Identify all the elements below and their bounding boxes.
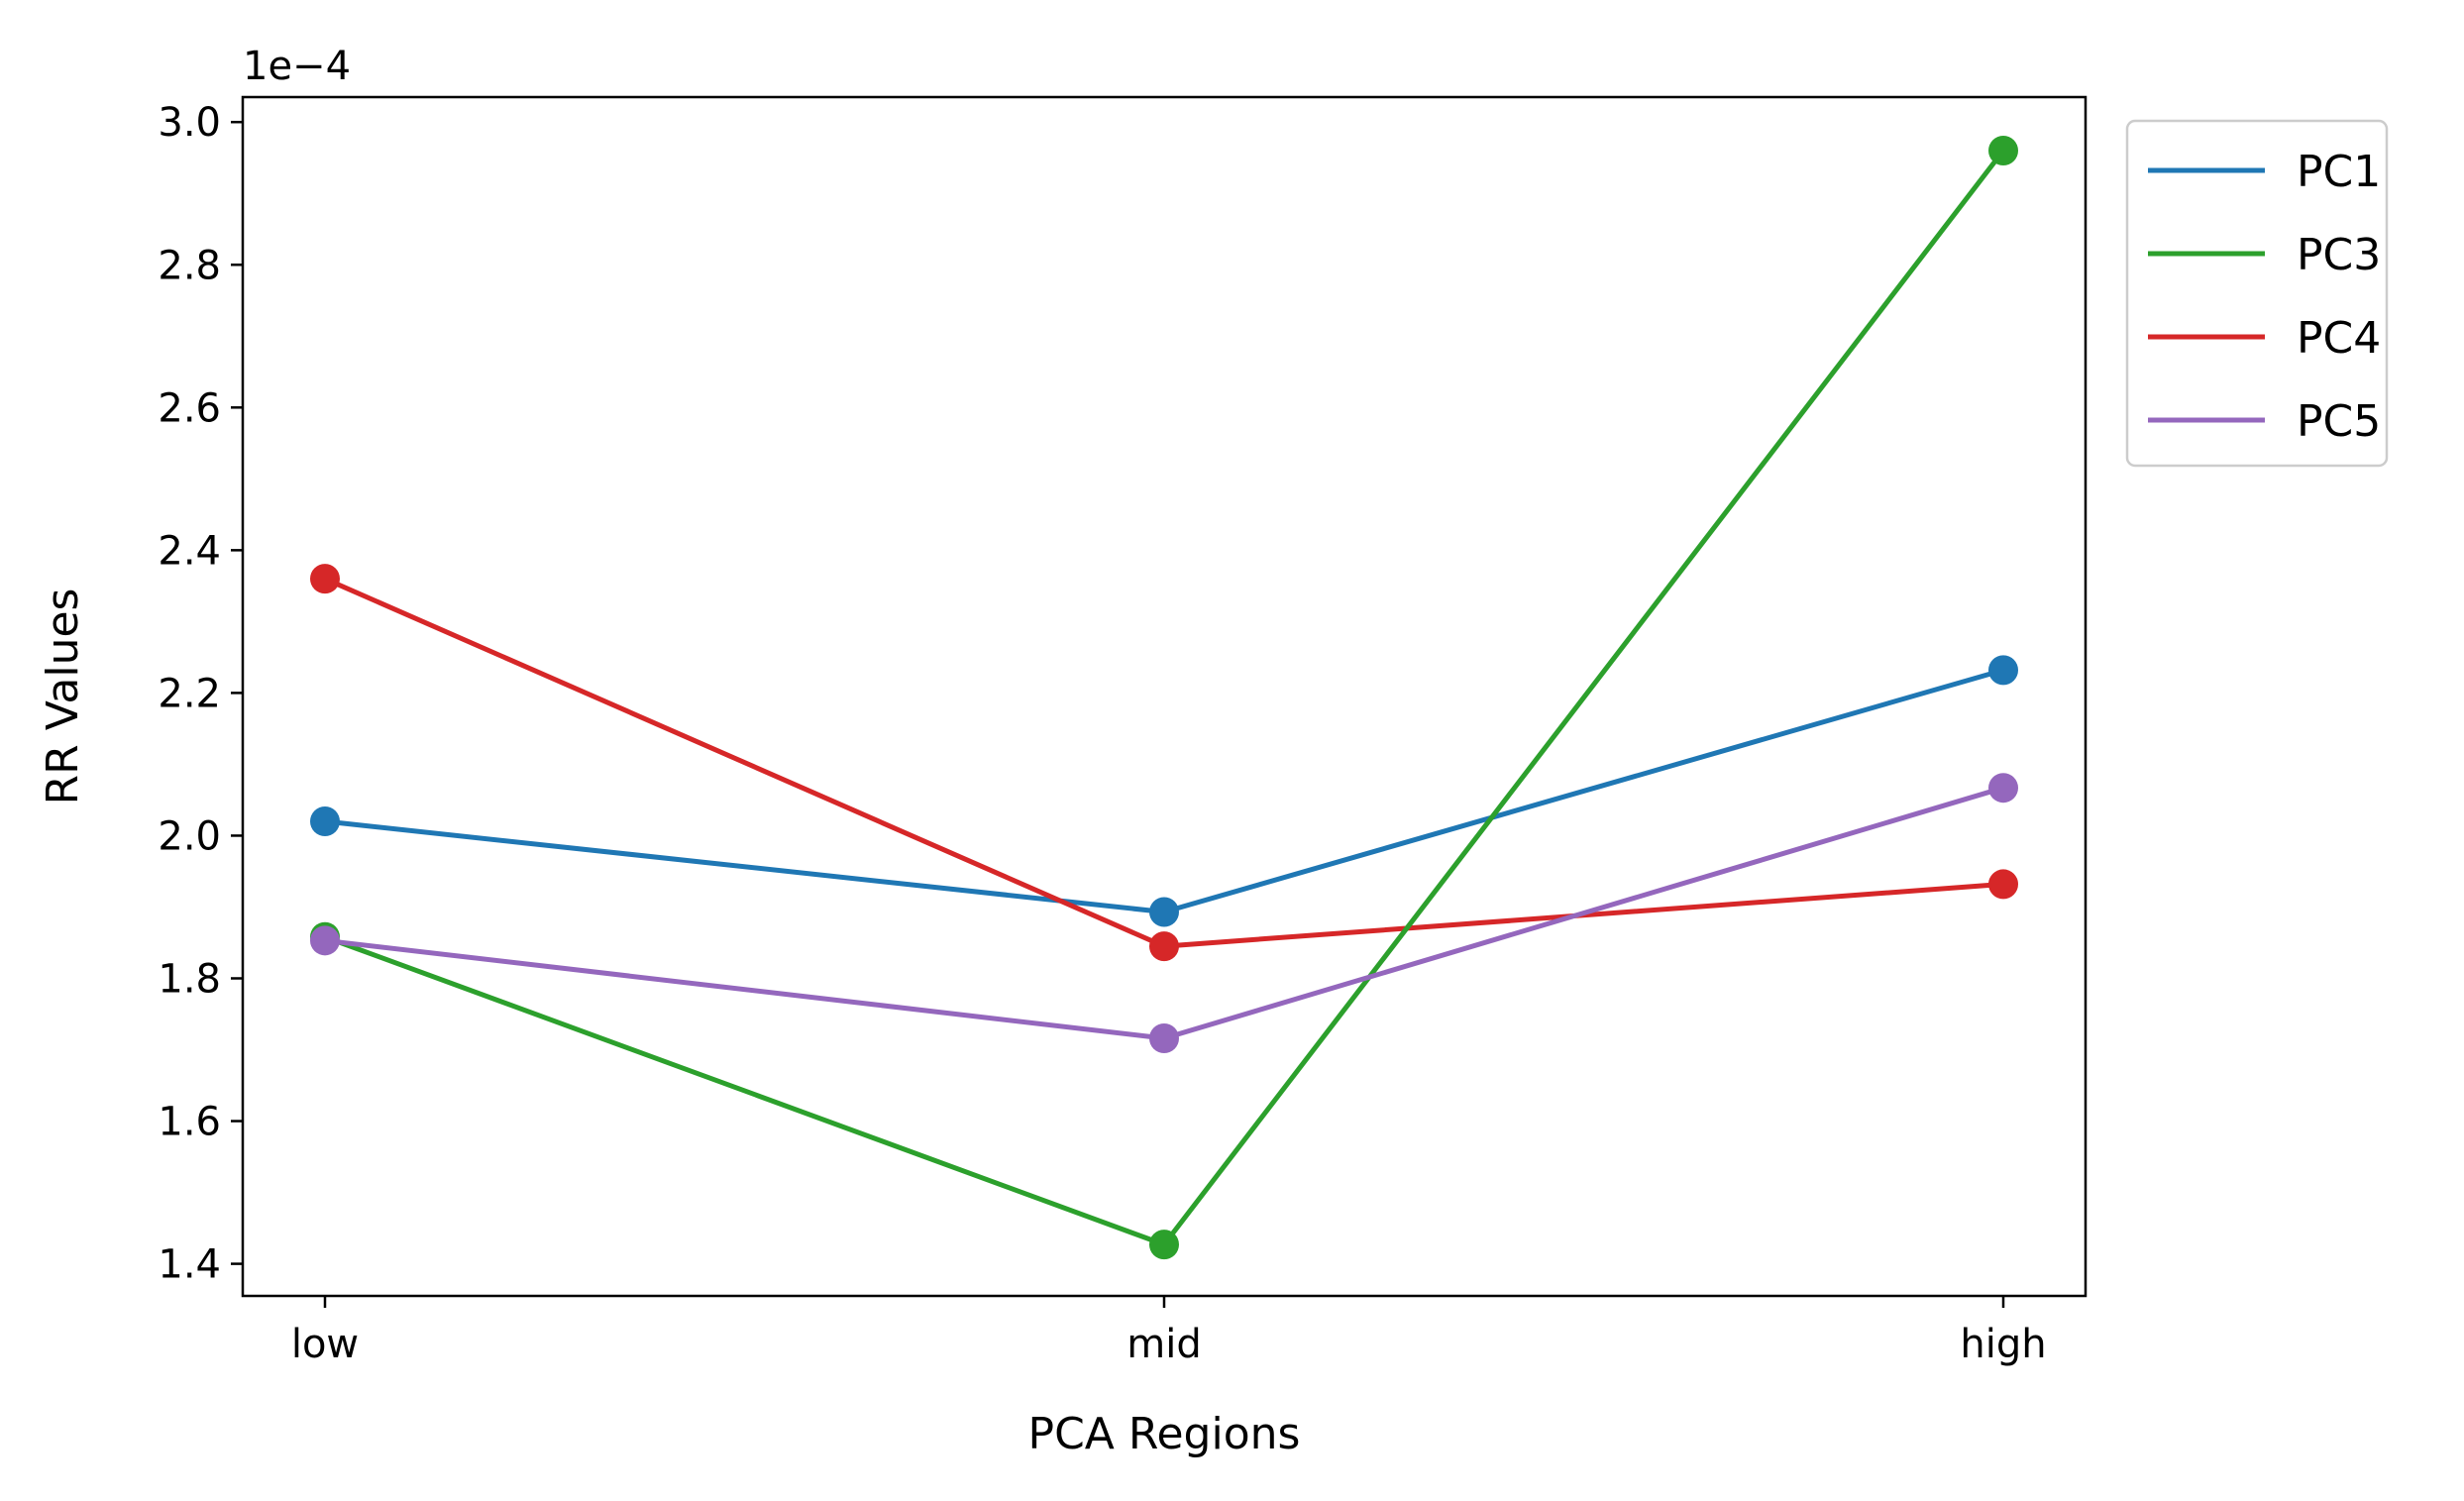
legend-item-pc5: PC5 <box>2148 396 2381 447</box>
data-point <box>1149 931 1179 962</box>
data-point <box>310 564 340 594</box>
series-pc5 <box>310 773 2018 1053</box>
y-tick-label: 2.4 <box>158 528 221 574</box>
legend-label: PC5 <box>2297 396 2381 447</box>
legend-label: PC4 <box>2297 313 2381 364</box>
plot-area <box>243 97 2086 1296</box>
y-tick-label: 2.6 <box>158 385 221 431</box>
legend-label: PC1 <box>2297 147 2381 197</box>
y-offset-label: 1e−4 <box>243 44 351 89</box>
y-tick-label: 1.4 <box>158 1242 221 1288</box>
data-point <box>1988 773 2018 804</box>
data-point <box>1988 655 2018 686</box>
y-axis-title: RR Values <box>38 589 88 805</box>
y-tick-label: 1.6 <box>158 1100 221 1145</box>
y-tick-label: 2.2 <box>158 671 221 716</box>
legend-label: PC3 <box>2297 230 2381 280</box>
y-tick-label: 1.8 <box>158 956 221 1002</box>
data-point <box>1149 1022 1179 1053</box>
data-point <box>1149 897 1179 927</box>
series-layer <box>310 136 2018 1260</box>
x-tick-label: mid <box>1126 1322 1201 1367</box>
x-tick-label: high <box>1960 1322 2046 1367</box>
data-point <box>310 925 340 956</box>
legend-item-pc1: PC1 <box>2148 147 2381 197</box>
legend: PC1 PC3 PC4 PC5 <box>2125 119 2389 468</box>
legend-item-pc3: PC3 <box>2148 230 2381 280</box>
x-tick-label: low <box>291 1322 359 1367</box>
series-pc4 <box>310 564 2018 962</box>
data-point <box>1149 1230 1179 1260</box>
data-point <box>1988 869 2018 900</box>
x-axis: low mid high <box>291 1296 2047 1367</box>
legend-item-pc4: PC4 <box>2148 313 2381 364</box>
y-tick-label: 2.0 <box>158 813 221 859</box>
y-axis: 1.4 1.6 1.8 2.0 2.2 2.4 2.6 2.8 3.0 <box>158 100 243 1288</box>
y-tick-label: 3.0 <box>158 100 221 146</box>
series-pc1 <box>310 655 2018 927</box>
x-axis-title: PCA Regions <box>1028 1409 1301 1459</box>
data-point <box>310 806 340 837</box>
data-point <box>1988 136 2018 166</box>
legend-box <box>2125 119 2389 468</box>
y-tick-label: 2.8 <box>158 243 221 288</box>
